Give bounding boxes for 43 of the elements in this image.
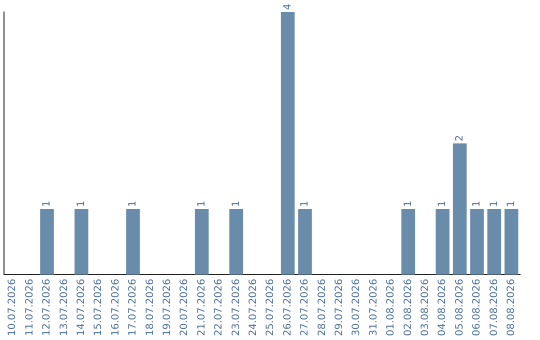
- x-tick-label: 12.07.2026: [42, 278, 53, 336]
- x-tick-label: 18.07.2026: [144, 278, 156, 336]
- x-tick-label: 08.08.2026: [506, 278, 517, 336]
- x-tick-label: 13.07.2026: [58, 278, 70, 336]
- x-tick-label: 05.08.2026: [454, 278, 466, 336]
- x-tick-label: 20.07.2026: [179, 278, 190, 336]
- x-tick-label: 02.08.2026: [402, 278, 414, 336]
- x-tick-label: 04.08.2026: [437, 278, 448, 336]
- data-label: 1: [437, 200, 448, 208]
- data-label: 1: [472, 200, 483, 208]
- x-tick-label: 28.07.2026: [316, 278, 328, 336]
- x-tick-label: 17.07.2026: [128, 278, 139, 336]
- x-tick-label: 03.08.2026: [420, 278, 431, 336]
- data-label: 1: [42, 200, 53, 208]
- x-tick-label: 11.07.2026: [24, 278, 36, 336]
- data-label: 2: [454, 134, 466, 142]
- x-tick-label: 23.07.2026: [230, 278, 242, 336]
- x-tick-label: 15.07.2026: [93, 278, 104, 336]
- data-label: 1: [128, 200, 139, 208]
- x-tick-label: 27.07.2026: [300, 278, 311, 336]
- x-tick-label: 07.08.2026: [488, 278, 500, 336]
- x-tick-label: 25.07.2026: [265, 278, 276, 336]
- x-tick-label: 16.07.2026: [110, 278, 122, 336]
- data-label: 1: [402, 200, 414, 208]
- data-label: 1: [300, 200, 311, 208]
- x-tick-label: 22.07.2026: [214, 278, 225, 336]
- data-label: 1: [488, 200, 500, 208]
- x-tick-label: 24.07.2026: [248, 278, 259, 336]
- x-tick-label: 01.08.2026: [386, 278, 397, 336]
- x-tick-label: 31.07.2026: [368, 278, 380, 336]
- data-label: 4: [282, 4, 294, 10]
- x-tick-label: 26.07.2026: [282, 278, 294, 336]
- data-label: 1: [196, 200, 208, 208]
- data-label: 1: [506, 200, 517, 208]
- data-label: 1: [230, 200, 242, 208]
- x-tick-label: 10.07.2026: [7, 278, 18, 336]
- x-tick-label: 29.07.2026: [334, 278, 345, 336]
- x-tick-label: 19.07.2026: [162, 278, 173, 336]
- x-tick-label: 14.07.2026: [76, 278, 87, 336]
- data-label: 1: [76, 200, 87, 208]
- x-tick-label: 30.07.2026: [351, 278, 362, 336]
- x-tick-label: 06.08.2026: [472, 278, 483, 336]
- x-tick-label: 21.07.2026: [196, 278, 208, 336]
